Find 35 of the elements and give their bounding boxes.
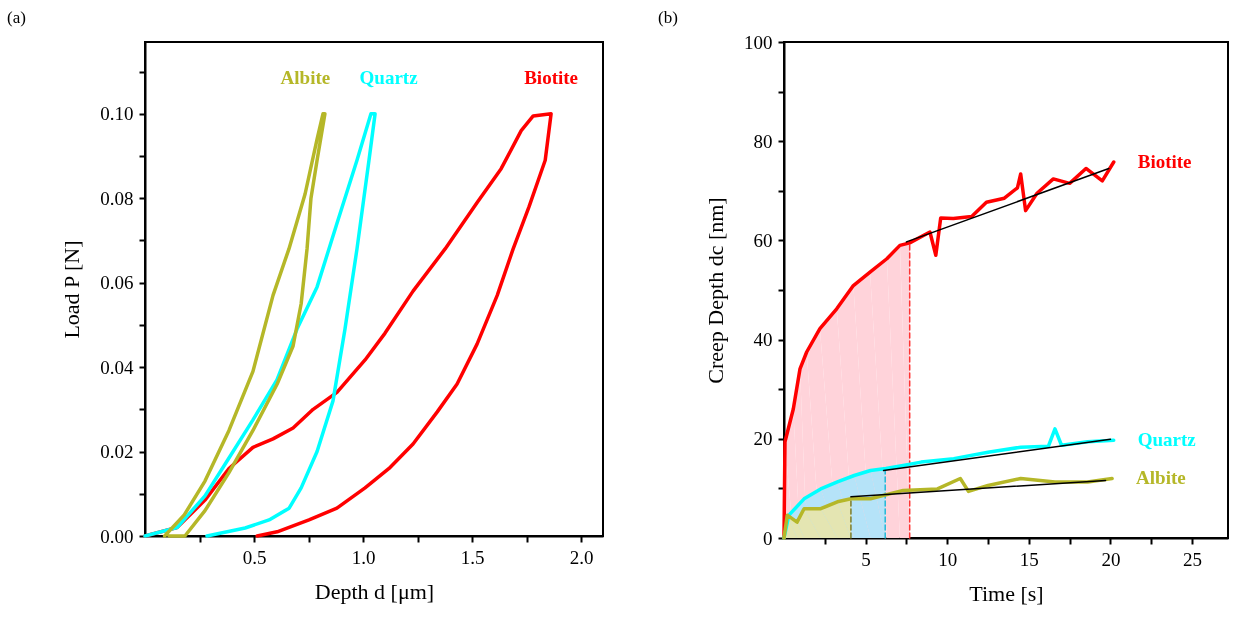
x-tick-label: 2.0 (569, 546, 594, 568)
line-series (162, 112, 327, 538)
x-tick-label: 5 (861, 548, 871, 570)
series-label: Quartz (359, 66, 419, 88)
y-tick-label: 60 (753, 229, 773, 251)
series-label: Albite (1136, 467, 1186, 489)
y-tick-label: 40 (753, 329, 773, 351)
y-tick-label: 0.10 (100, 103, 134, 125)
x-tick-label: 10 (938, 548, 958, 570)
x-tick-label: 15 (1019, 548, 1039, 570)
y-tick-label: 0.02 (100, 441, 134, 463)
x-tick-label: 1.5 (460, 546, 485, 568)
line-series (143, 112, 377, 538)
series-label: Biotite (1137, 151, 1192, 173)
x-axis-title: Depth d [μm] (314, 578, 435, 604)
x-tick-label: 0.5 (242, 546, 267, 568)
text: (b) (658, 8, 678, 27)
y-tick-label: 0.08 (100, 187, 134, 209)
x-tick-label: 1.0 (351, 546, 376, 568)
y-axis-title: Creep Depth dc [nm] (703, 197, 728, 384)
y-tick-label: 80 (753, 130, 773, 152)
x-axis-title: Time [s] (969, 580, 1044, 606)
text: (a) (7, 8, 26, 27)
y-tick-label: 100 (744, 31, 773, 53)
y-tick-label: 0.00 (100, 525, 134, 547)
y-tick-label: 0.04 (100, 356, 134, 378)
y-tick-label: 0 (763, 527, 773, 549)
y-axis-title: Load P [N] (59, 240, 85, 339)
y-tick-label: 20 (753, 428, 773, 450)
series-label: Quartz (1137, 429, 1197, 451)
series-label: Biotite (524, 66, 579, 88)
y-tick-label: 0.06 (100, 272, 134, 294)
x-tick-label: 20 (1101, 548, 1121, 570)
series-label: Albite (280, 66, 331, 88)
x-tick-label: 25 (1183, 548, 1203, 570)
